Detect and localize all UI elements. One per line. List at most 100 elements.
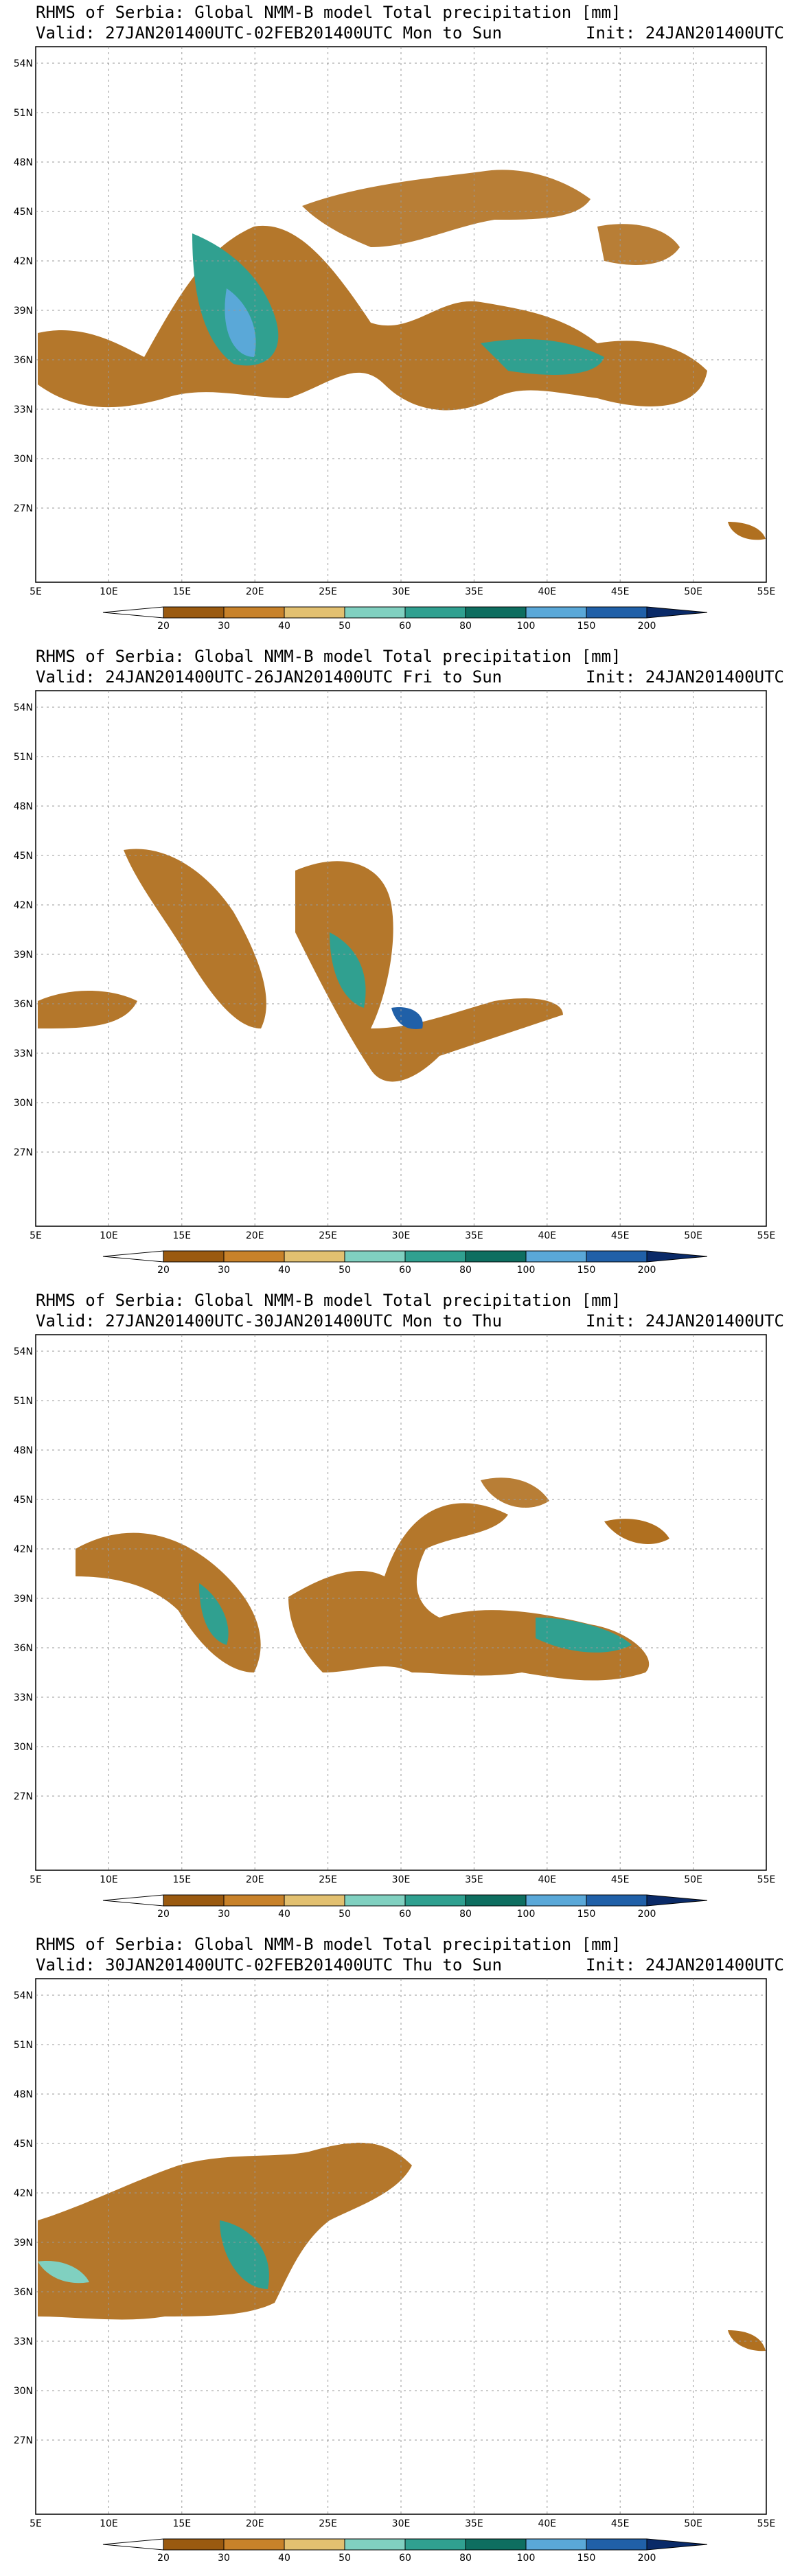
longitude-label: 40E — [538, 1874, 556, 1885]
precip-core-greece — [330, 932, 366, 1008]
longitude-labels: 5E 10E 15E 20E 25E 30E 35E 40E 45E 50E 55E — [30, 586, 775, 597]
longitude-label: 40E — [538, 586, 556, 597]
longitude-label: 55E — [757, 1874, 776, 1885]
latitude-label: 54N — [14, 1346, 33, 1357]
latitude-label: 45N — [14, 851, 33, 862]
precip-shading — [76, 1477, 669, 1681]
panel-title: RHMS of Serbia: Global NMM-B model Total… — [36, 647, 621, 666]
colorbar-swatch — [284, 1250, 345, 1263]
latitude-label: 48N — [14, 157, 33, 168]
longitude-label: 30E — [392, 586, 411, 597]
latitude-label: 54N — [14, 1990, 33, 2001]
precip-shading — [38, 2142, 766, 2351]
init-time: Init: 24JAN201400UTC — [586, 667, 784, 687]
longitude-labels: 5E 10E 15E 20E 25E 30E 35E 40E 45E 50E 55E — [30, 1874, 775, 1885]
latitude-label: 36N — [14, 355, 33, 366]
colorbar-swatch — [525, 1250, 587, 1263]
longitude-label: 50E — [684, 2518, 702, 2529]
colorbar-swatches — [102, 606, 708, 619]
colorbar-swatch — [525, 1894, 587, 1907]
longitude-label: 10E — [100, 1230, 118, 1241]
init-time: Init: 24JAN201400UTC — [586, 1955, 784, 1975]
colorbar-swatch — [404, 2538, 466, 2551]
colorbar-label: 30 — [218, 2553, 230, 2564]
colorbar: 20 30 40 50 60 80 100 150 200 — [102, 1894, 708, 1920]
colorbar-swatch — [223, 1250, 285, 1263]
colorbar-label: 200 — [638, 1265, 656, 1276]
longitude-label: 10E — [100, 2518, 118, 2529]
colorbar-swatch — [525, 2538, 587, 2551]
colorbar-label: 60 — [399, 2553, 411, 2564]
latitude-label: 45N — [14, 1495, 33, 1506]
colorbar-label: 150 — [577, 2553, 596, 2564]
colorbar-label: 100 — [517, 1265, 536, 1276]
colorbar-label: 40 — [278, 2553, 290, 2564]
longitude-label: 30E — [392, 2518, 411, 2529]
colorbar-labels: 20 30 40 50 60 80 100 150 200 — [157, 621, 656, 632]
colorbar: 20 30 40 50 60 80 100 150 200 — [102, 2538, 708, 2564]
colorbar-swatch — [284, 1894, 345, 1907]
colorbar-label: 40 — [278, 1265, 290, 1276]
latitude-label: 51N — [14, 752, 33, 763]
latitude-labels: 54N 51N 48N 45N 42N 39N 36N 33N 30N 27N — [14, 1990, 33, 2446]
precip-area-caucasus — [597, 224, 680, 265]
colorbar-swatch — [586, 606, 647, 619]
latitude-label: 51N — [14, 2040, 33, 2051]
latitude-label: 33N — [14, 404, 33, 415]
colorbar-label: 20 — [157, 2553, 170, 2564]
colorbar-label: 100 — [517, 2553, 536, 2564]
precip-area-east-corner — [728, 2330, 766, 2351]
latitude-label: 42N — [14, 256, 33, 267]
longitude-label: 45E — [611, 1230, 630, 1241]
valid-period: Valid: 27JAN201400UTC-02FEB201400UTC Mon… — [36, 23, 503, 43]
precip-area-caucasus — [604, 1519, 669, 1544]
colorbar-label: 150 — [577, 621, 596, 632]
precip-shading — [38, 170, 766, 540]
longitude-label: 55E — [757, 2518, 776, 2529]
longitude-label: 25E — [319, 1874, 337, 1885]
longitude-label: 25E — [319, 2518, 337, 2529]
precip-area-italy — [76, 1532, 261, 1672]
colorbar-swatch — [163, 606, 225, 619]
colorbar-swatch — [344, 606, 406, 619]
latitude-label: 54N — [14, 702, 33, 713]
valid-period: Valid: 24JAN201400UTC-26JAN201400UTC Fri… — [36, 667, 503, 687]
colorbar-label: 40 — [278, 1909, 290, 1920]
latitude-label: 27N — [14, 1791, 33, 1802]
precip-area-west-med — [38, 991, 137, 1028]
latitude-label: 33N — [14, 2336, 33, 2347]
latitude-labels: 54N 51N 48N 45N 42N 39N 36N 33N 30N 27N — [14, 1346, 33, 1802]
latitude-label: 48N — [14, 2089, 33, 2100]
colorbar-swatch — [404, 606, 466, 619]
precip-core-turkey — [536, 1618, 632, 1653]
latitude-label: 36N — [14, 999, 33, 1010]
precipitation-map: 54N 51N 48N 45N 42N 39N 36N 33N 30N 27N 5E 10E 15E 2… — [14, 46, 775, 597]
colorbar-swatch — [102, 606, 164, 619]
longitude-label: 55E — [757, 1230, 776, 1241]
colorbar-label: 80 — [459, 621, 472, 632]
colorbar-swatch — [102, 1250, 164, 1263]
graticule — [36, 47, 766, 582]
latitude-label: 54N — [14, 58, 33, 69]
colorbar-swatch — [223, 2538, 285, 2551]
longitude-label: 20E — [246, 2518, 264, 2529]
longitude-label: 25E — [319, 1230, 337, 1241]
precip-core-crete — [391, 1007, 423, 1029]
graticule — [36, 691, 766, 1226]
longitude-label: 35E — [465, 1230, 483, 1241]
colorbar-label: 30 — [218, 1265, 230, 1276]
precip-area-balkans-north — [302, 170, 591, 247]
longitude-label: 25E — [319, 586, 337, 597]
precip-area-east-corner — [728, 522, 766, 540]
colorbar-label: 60 — [399, 1265, 411, 1276]
latitude-label: 36N — [14, 1643, 33, 1654]
colorbar-swatch — [163, 1250, 225, 1263]
colorbar-swatch — [163, 2538, 225, 2551]
latitude-labels: 54N 51N 48N 45N 42N 39N 36N 33N 30N 27N — [14, 702, 33, 1158]
colorbar-labels: 20 30 40 50 60 80 100 150 200 — [157, 1265, 656, 1276]
colorbar-swatch — [284, 606, 345, 619]
latitude-label: 30N — [14, 2386, 33, 2397]
latitude-label: 51N — [14, 1396, 33, 1407]
precip-core-east — [481, 339, 604, 375]
colorbar-swatch — [586, 2538, 647, 2551]
